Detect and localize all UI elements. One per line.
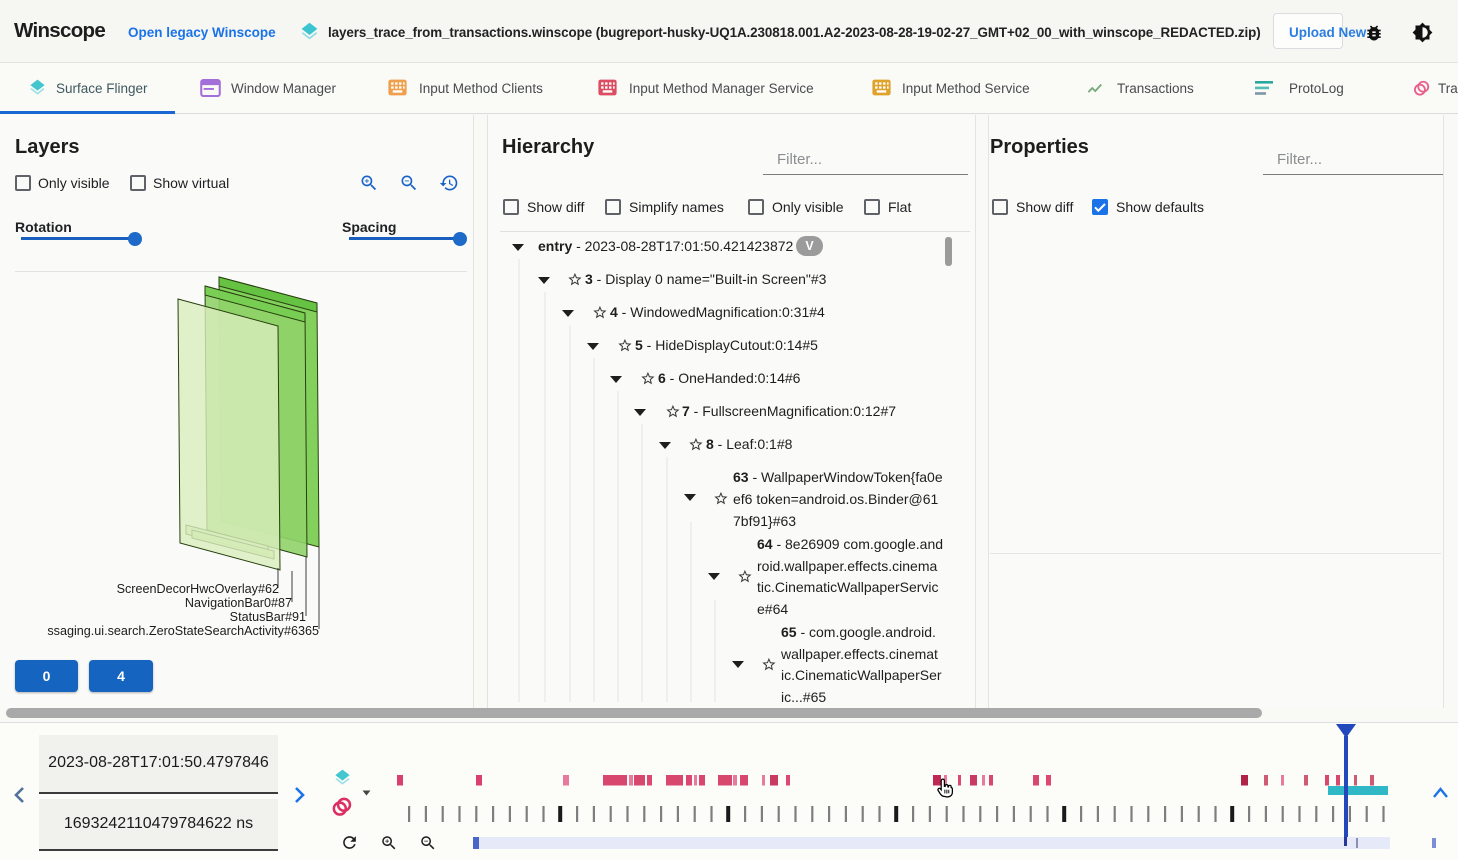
svg-text:NavigationBar0#87: NavigationBar0#87 (185, 596, 292, 610)
svg-text:ScreenDecorHwcOverlay#62: ScreenDecorHwcOverlay#62 (117, 582, 279, 596)
svg-text:ssaging.ui.search.ZeroStateSea: ssaging.ui.search.ZeroStateSearchActivit… (47, 624, 319, 638)
svg-text:StatusBar#91: StatusBar#91 (230, 610, 306, 624)
